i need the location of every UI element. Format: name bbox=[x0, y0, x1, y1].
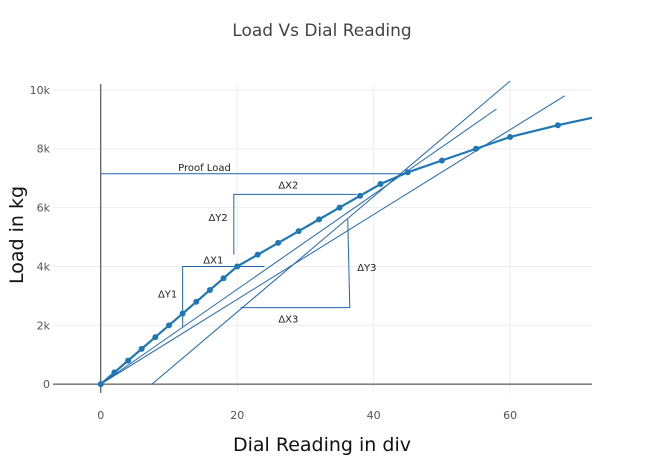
reference-line bbox=[233, 193, 357, 255]
reference-line bbox=[151, 80, 511, 385]
data-point bbox=[234, 263, 241, 270]
y-tick-label: 2k bbox=[37, 319, 51, 332]
chart-title: Load Vs Dial Reading bbox=[232, 21, 411, 41]
data-point bbox=[554, 122, 561, 129]
axes bbox=[53, 84, 592, 393]
data-point bbox=[206, 287, 213, 293]
data-point bbox=[473, 145, 480, 152]
data-point bbox=[125, 357, 132, 364]
series-line bbox=[100, 116, 593, 386]
annotation-label: ΔY2 bbox=[208, 213, 227, 224]
data-point bbox=[165, 322, 172, 329]
data-point bbox=[275, 239, 282, 246]
x-tick-label: 60 bbox=[503, 409, 517, 422]
x-axis-title: Dial Reading in div bbox=[233, 434, 411, 456]
annotation-label: ΔX3 bbox=[278, 314, 298, 325]
annotation-label: Proof Load bbox=[178, 163, 231, 174]
y-tick-label: 0 bbox=[43, 378, 50, 391]
data-point bbox=[193, 298, 200, 305]
data-point bbox=[316, 216, 323, 223]
data-point bbox=[220, 275, 227, 282]
data-point bbox=[138, 345, 145, 352]
x-tick-label: 40 bbox=[367, 409, 381, 422]
x-tick-label: 20 bbox=[230, 409, 244, 422]
y-tick-label: 4k bbox=[37, 260, 51, 273]
data-point bbox=[295, 228, 302, 235]
annotation-label: ΔY3 bbox=[357, 263, 376, 274]
reference-line bbox=[100, 108, 497, 385]
data-point bbox=[179, 310, 186, 317]
y-tick-label: 6k bbox=[37, 202, 51, 215]
data-point bbox=[254, 251, 261, 258]
data-series bbox=[97, 116, 593, 388]
data-point bbox=[438, 157, 445, 164]
data-point bbox=[97, 381, 104, 388]
reference-lines bbox=[100, 80, 565, 385]
reference-line bbox=[240, 219, 351, 309]
data-point bbox=[507, 133, 514, 140]
annotation-label: ΔX2 bbox=[278, 181, 298, 192]
tick-labels: 0 2k 4k 6k 8k 10k 0 20 40 60 bbox=[30, 84, 518, 422]
data-point bbox=[152, 334, 159, 341]
reference-line bbox=[100, 95, 565, 385]
y-tick-label: 8k bbox=[37, 143, 51, 156]
annotations: Proof Load ΔX2 ΔY2 ΔX1 ΔY1 ΔY3 ΔX3 bbox=[158, 163, 377, 326]
data-point bbox=[404, 169, 411, 176]
y-axis-title: Load in kg bbox=[6, 186, 28, 284]
annotation-label: ΔX1 bbox=[203, 256, 223, 267]
data-point bbox=[377, 181, 384, 188]
data-point bbox=[336, 204, 343, 211]
x-tick-label: 0 bbox=[97, 409, 104, 422]
y-tick-label: 10k bbox=[30, 84, 51, 97]
data-point bbox=[357, 192, 364, 199]
data-point bbox=[111, 369, 118, 376]
grid bbox=[53, 84, 592, 393]
annotation-label: ΔY1 bbox=[158, 289, 177, 300]
